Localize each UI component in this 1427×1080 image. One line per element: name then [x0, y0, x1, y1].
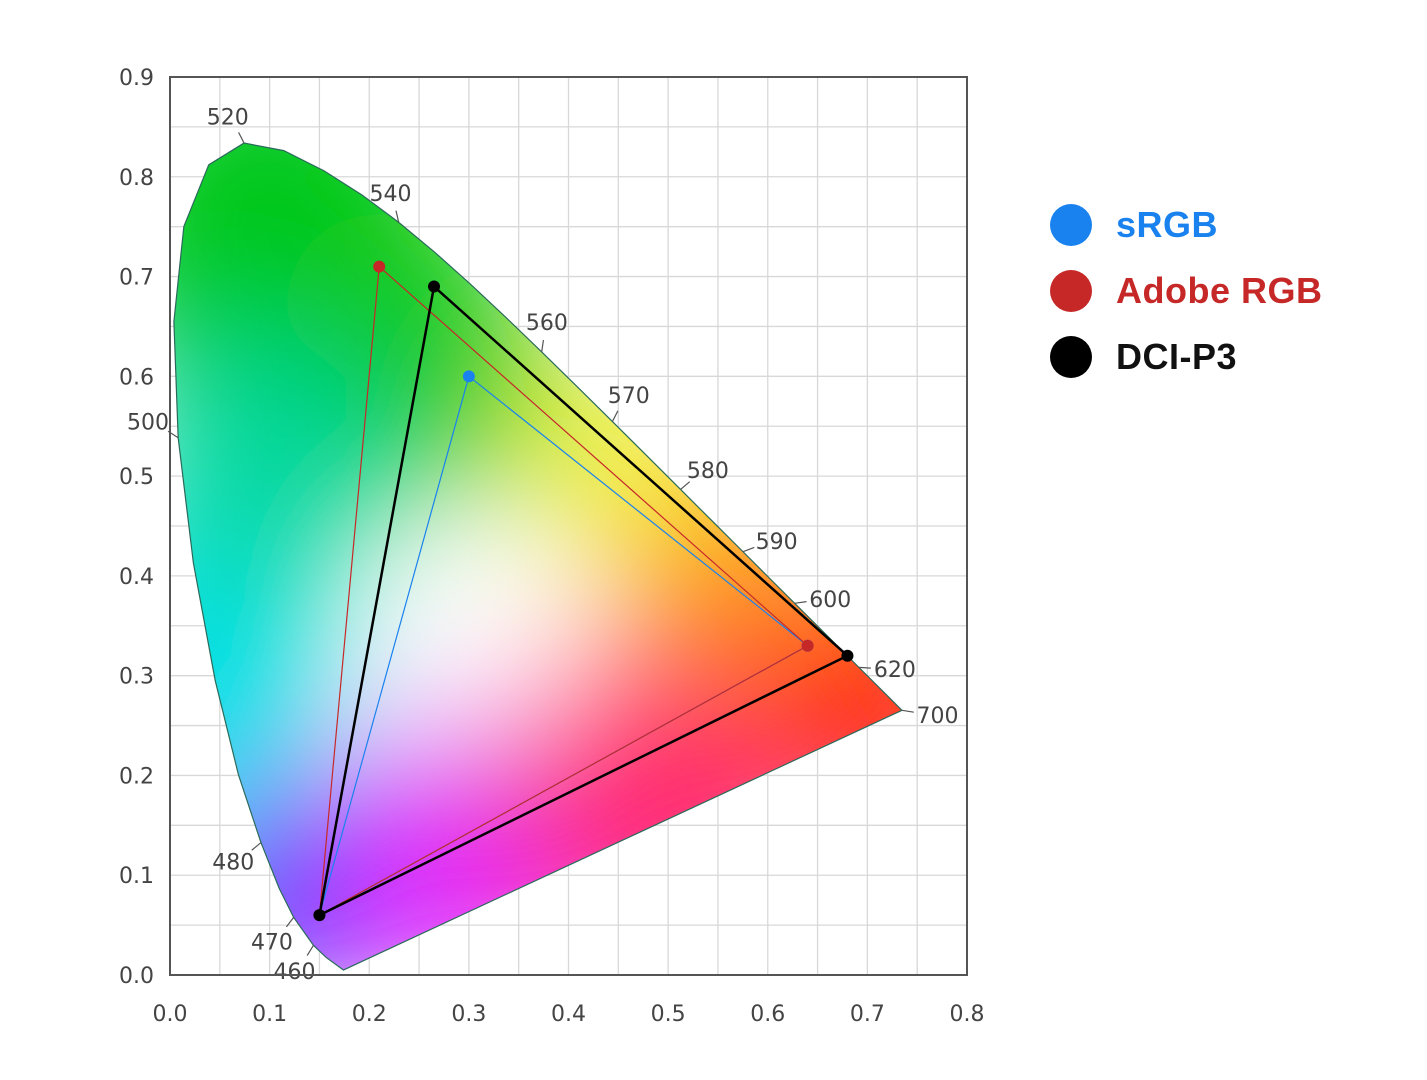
wavelength-label: 560: [526, 311, 568, 336]
wavelength-tick: [794, 601, 807, 604]
wavelength-tick: [858, 666, 871, 669]
wavelength-label: 700: [916, 704, 958, 729]
wavelength-tick: [742, 546, 755, 553]
gamut-triangle: [317, 284, 850, 918]
wavelength-tick: [285, 916, 295, 928]
y-tick-label: 0.3: [119, 665, 154, 690]
wavelength-label: 480: [212, 851, 254, 876]
color-blob: [173, 346, 390, 607]
wavelength-tick: [901, 709, 914, 713]
y-tick-label: 0.5: [119, 465, 154, 490]
legend-label: Adobe RGB: [1116, 270, 1323, 311]
legend-label: DCI-P3: [1116, 336, 1238, 377]
gamut-primary-point: [841, 649, 854, 662]
wavelength-label: 500: [127, 410, 169, 435]
wavelength-tick: [251, 842, 262, 851]
wavelength-tick: [395, 210, 400, 223]
legend-label: sRGB: [1116, 204, 1219, 245]
plot-frame: [169, 76, 968, 976]
x-tick-label: 0.8: [950, 1002, 985, 1027]
legend-marker-adobe-rgb: [1050, 270, 1092, 312]
x-tick-label: 0.0: [153, 1002, 188, 1027]
y-tick-label: 0.7: [119, 266, 154, 291]
x-tick-label: 0.7: [850, 1002, 885, 1027]
wavelength-label: 570: [608, 384, 650, 409]
legend-item-dci-p3: DCI-P3: [1050, 324, 1323, 390]
wavelength-label: 580: [687, 459, 729, 484]
gamut-primary-point: [428, 280, 441, 293]
wavelength-label: 470: [251, 930, 293, 955]
x-tick-label: 0.1: [252, 1002, 287, 1027]
wavelength-label: 520: [207, 105, 249, 130]
wavelength-label: 620: [874, 658, 916, 683]
y-tick-label: 0.0: [119, 964, 154, 989]
axes: 0.0 0.1 0.2 0.3 0.4 0.5 0.6 0.7 0.8 0.0 0.1 0.2 0.3 0…: [119, 66, 985, 1027]
legend-marker-dci-p3: [1050, 336, 1092, 378]
spectral-locus-outline: [173, 142, 903, 971]
legend-marker-srgb: [1050, 204, 1092, 246]
y-tick-label: 0.6: [119, 365, 154, 390]
x-tick-label: 0.2: [352, 1002, 387, 1027]
wavelength-tick: [611, 410, 619, 422]
wavelength-tick: [238, 132, 245, 144]
x-tick-label: 0.4: [551, 1002, 586, 1027]
color-blob: [398, 565, 559, 726]
y-tick-label: 0.8: [119, 166, 154, 191]
wavelength-label: 460: [274, 960, 316, 985]
gamut-primary-point: [313, 909, 326, 922]
wavelength-label: 600: [809, 588, 851, 613]
y-tick-label: 0.4: [119, 565, 154, 590]
wavelength-tick: [541, 339, 545, 352]
x-tick-label: 0.3: [451, 1002, 486, 1027]
gamut-triangle: [318, 265, 809, 917]
x-tick-label: 0.6: [750, 1002, 785, 1027]
gamut-primary-point: [801, 639, 814, 652]
legend-item-srgb: sRGB: [1050, 192, 1323, 258]
wavelength-label: 590: [756, 530, 798, 555]
wavelength-label: 540: [369, 182, 411, 207]
gamut-primary-point: [373, 260, 386, 273]
legend-item-adobe-rgb: Adobe RGB: [1050, 258, 1323, 324]
wavelength-tick: [680, 481, 691, 490]
y-tick-label: 0.9: [119, 66, 154, 91]
gamut-series: [313, 260, 854, 922]
y-tick-label: 0.1: [119, 864, 154, 889]
gamut-primary-point: [462, 370, 475, 383]
y-tick-label: 0.2: [119, 764, 154, 789]
legend: sRGB Adobe RGB DCI-P3: [1050, 192, 1323, 390]
wavelength-tick: [306, 945, 314, 956]
x-tick-label: 0.5: [651, 1002, 686, 1027]
